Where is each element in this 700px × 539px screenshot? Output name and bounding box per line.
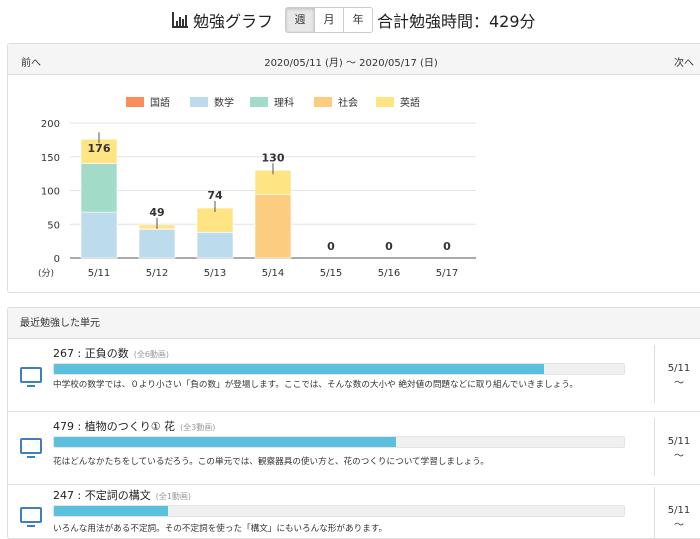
unit-title: 247 : 不定詞の構文 xyxy=(53,489,151,502)
unit-video-count: (全3動画) xyxy=(180,423,216,432)
x-tick-label: 5/16 xyxy=(378,268,400,279)
monitor-icon xyxy=(20,438,42,458)
page-title: 勉強グラフ xyxy=(193,12,274,31)
unit-date-label: 5/11 xyxy=(667,363,691,374)
unit-date-tilde: 〜 xyxy=(674,520,684,531)
bar-segment xyxy=(138,229,176,259)
bar-total-label: 74 xyxy=(207,189,223,202)
legend-swatch xyxy=(126,97,144,107)
y-unit-label: (分) xyxy=(38,268,54,279)
unit-title-line: 479 : 植物のつくり① 花 (全3動画) xyxy=(53,418,215,434)
x-tick-label: 5/14 xyxy=(262,268,284,279)
y-tick-label: 0 xyxy=(54,254,60,265)
unit-video-count: (全6動画) xyxy=(133,350,170,359)
x-tick-label: 5/12 xyxy=(146,268,168,279)
study-chart: 国語 数学 理科 社会 英語 0 50 100 150 200 (分) 176 5/11 49 5/12 74… xyxy=(38,96,476,279)
legend-swatch xyxy=(190,97,208,107)
total-study-time: 合計勉強時間：429分 xyxy=(377,12,536,31)
legend-label: 国語 xyxy=(150,96,170,109)
unit-description: 中学校の数学では、０より小さい「負の数」が登場します。ここでは、そんな数の大小や… xyxy=(53,380,578,390)
legend-swatch xyxy=(376,97,394,107)
legend-label: 英語 xyxy=(400,96,420,109)
bar-segment xyxy=(196,232,234,259)
bar-total-label: 0 xyxy=(385,240,393,253)
period-year-button[interactable]: 年 xyxy=(343,8,372,32)
bar-segment xyxy=(80,211,118,259)
bar-segment xyxy=(196,207,234,233)
x-tick-label: 5/13 xyxy=(204,268,226,279)
unit-date: 5/11 〜 xyxy=(654,418,700,476)
page-title-group: 勉強グラフ xyxy=(172,8,273,32)
legend-label: 数学 xyxy=(214,96,234,109)
x-tick-label: 5/15 xyxy=(320,268,342,279)
period-selector: 週 月 年 xyxy=(285,7,373,33)
chart-panel: 前へ 2020/05/11 (月) 〜 2020/05/17 (日) 次へ 国語… xyxy=(7,43,700,293)
monitor-icon xyxy=(20,507,42,527)
recent-units-heading: 最近勉強した単元 xyxy=(8,308,700,339)
bar-total-label: 0 xyxy=(443,240,451,253)
bar-total-label: 176 xyxy=(88,142,111,155)
legend-label: 社会 xyxy=(338,96,358,109)
unit-description: 花はどんなかたちをしているだろう。この単元では、観察器具の使い方と、花のつくりに… xyxy=(53,457,489,467)
bar-segment xyxy=(254,169,292,195)
x-tick-label: 5/11 xyxy=(88,268,110,279)
list-item[interactable]: 247 : 不定詞の構文 (全1動画) いろんな用法がある不定詞。その不定詞を使っ… xyxy=(8,485,700,538)
unit-date: 5/11 〜 xyxy=(654,487,700,538)
bar-chart-icon xyxy=(172,12,188,28)
unit-date-label: 5/11 xyxy=(667,436,691,447)
bar-total-label: 49 xyxy=(149,206,164,219)
x-tick-label: 5/17 xyxy=(436,268,458,279)
bar-segment xyxy=(254,194,292,259)
y-tick-label: 50 xyxy=(47,220,60,231)
unit-video-count: (全1動画) xyxy=(155,492,192,501)
legend-swatch xyxy=(250,97,268,107)
list-item[interactable]: 479 : 植物のつくり① 花 (全3動画) 花はどんなかたちをしているだろう。こ… xyxy=(8,412,700,485)
date-range: 2020/05/11 (月) 〜 2020/05/17 (日) xyxy=(264,58,438,69)
period-week-button[interactable]: 週 xyxy=(286,8,314,32)
unit-date-tilde: 〜 xyxy=(674,378,684,389)
chart-nav: 前へ 2020/05/11 (月) 〜 2020/05/17 (日) 次へ xyxy=(8,44,700,75)
bar-segment xyxy=(80,163,118,213)
unit-title-line: 267 : 正負の数 (全6動画) xyxy=(53,345,169,361)
period-month-button[interactable]: 月 xyxy=(314,8,343,32)
progress-fill xyxy=(54,506,168,516)
y-tick-label: 100 xyxy=(41,187,60,198)
legend-label: 理科 xyxy=(274,96,294,109)
header: 勉強グラフ 週 月 年 合計勉強時間：429分 xyxy=(0,0,700,38)
unit-date-label: 5/11 xyxy=(667,505,691,516)
recent-units-panel: 最近勉強した単元 267 : 正負の数 (全6動画) 中学校の数学では、０より小さ… xyxy=(7,307,700,539)
prev-link[interactable]: 前へ xyxy=(21,58,41,69)
progress-bar xyxy=(53,363,625,375)
progress-fill xyxy=(54,364,545,374)
unit-date-tilde: 〜 xyxy=(674,451,684,462)
bar-segment xyxy=(80,138,118,164)
bar-total-label: 130 xyxy=(262,151,285,164)
monitor-icon xyxy=(20,367,42,387)
progress-fill xyxy=(54,437,396,447)
progress-bar xyxy=(53,436,625,448)
list-item[interactable]: 267 : 正負の数 (全6動画) 中学校の数学では、０より小さい「負の数」が登場… xyxy=(8,339,700,412)
bar-total-label: 0 xyxy=(327,240,335,253)
unit-title: 479 : 植物のつくり① 花 xyxy=(53,420,176,433)
unit-title: 267 : 正負の数 xyxy=(53,347,129,360)
unit-date: 5/11 〜 xyxy=(654,345,700,403)
y-tick-label: 200 xyxy=(41,119,60,130)
unit-title-line: 247 : 不定詞の構文 (全1動画) xyxy=(53,487,191,503)
progress-bar xyxy=(53,505,625,517)
legend-swatch xyxy=(314,97,332,107)
y-tick-label: 150 xyxy=(41,153,60,164)
next-link[interactable]: 次へ xyxy=(674,58,694,69)
